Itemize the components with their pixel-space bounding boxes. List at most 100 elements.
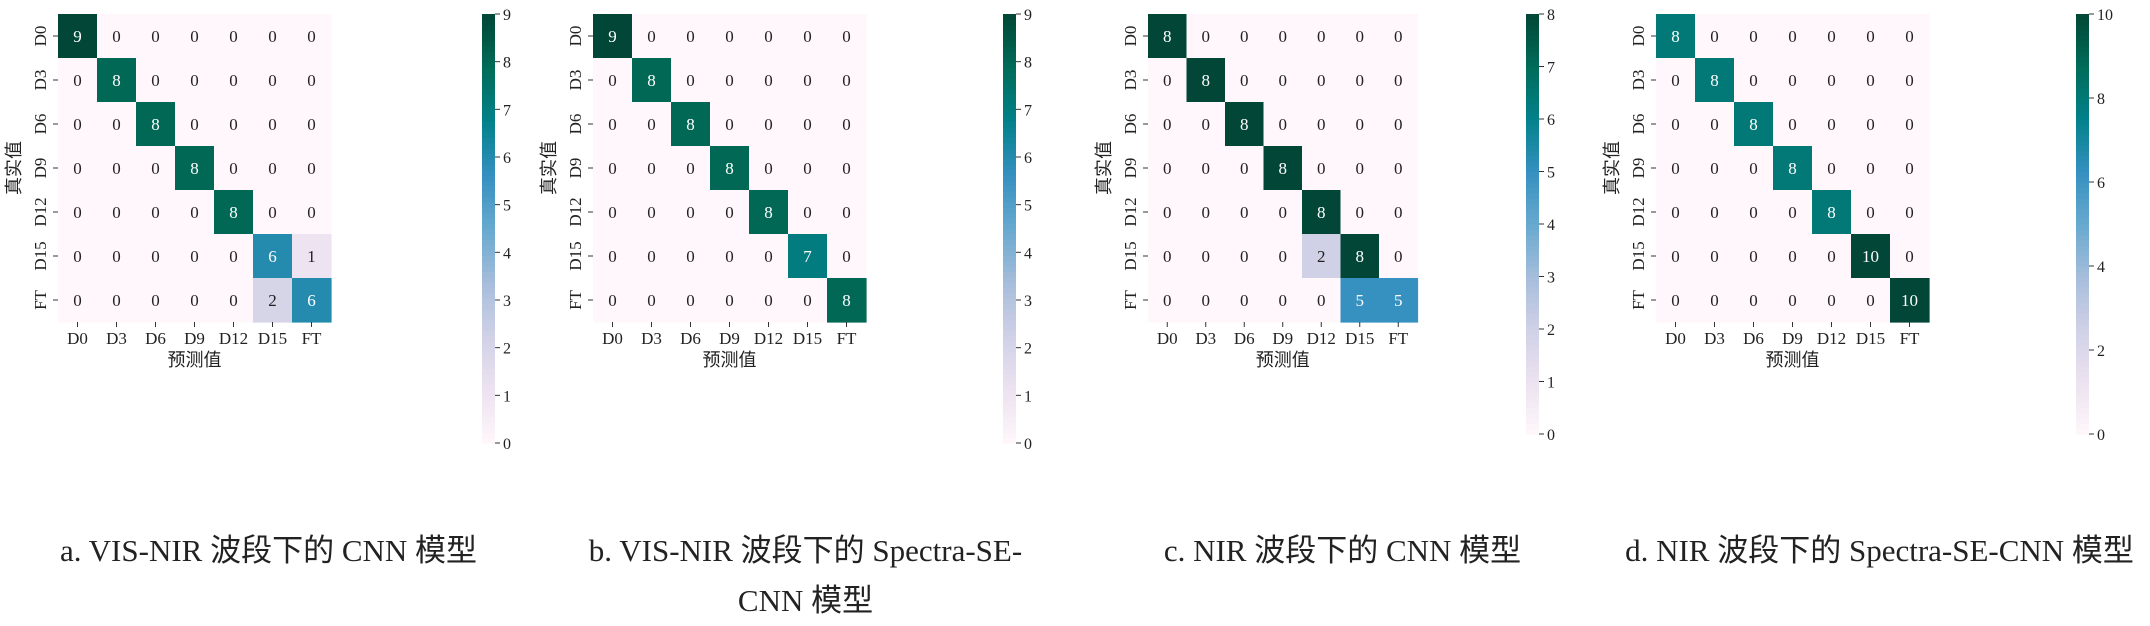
heatmap-cell <box>788 278 828 323</box>
cell-value-label: 0 <box>725 27 734 46</box>
colorbar-segment <box>1003 287 1016 294</box>
panel-caption: b. VIS-NIR 波段下的 Spectra-SE- CNN 模型 <box>537 526 1074 626</box>
colorbar-segment <box>1003 217 1016 224</box>
y-tick-label: D6 <box>1121 114 1140 135</box>
colorbar-segment <box>1526 197 1539 204</box>
cell-value-label: 8 <box>151 115 160 134</box>
y-tick-label: D12 <box>1629 197 1648 226</box>
heatmap-cell <box>1851 234 1891 279</box>
heatmap-cell <box>1263 14 1303 59</box>
heatmap-cell <box>136 278 176 323</box>
colorbar-tick-label: 8 <box>1547 7 1555 24</box>
colorbar-segment <box>1003 105 1016 112</box>
heatmap-cell <box>1656 190 1696 235</box>
heatmap-cell <box>1186 190 1226 235</box>
cell-value-label: 0 <box>268 115 277 134</box>
colorbar-segment <box>482 51 495 58</box>
colorbar-segment <box>2076 386 2089 393</box>
heatmap-cell <box>58 146 98 191</box>
colorbar-segment <box>1003 233 1016 240</box>
colorbar-tick-label: 2 <box>1547 322 1555 339</box>
colorbar-tick-label: 0 <box>2097 427 2105 444</box>
colorbar-segment <box>482 378 495 385</box>
heatmap-cell <box>58 102 98 147</box>
colorbar-tick-label: 3 <box>1024 293 1032 310</box>
heatmap-cell <box>1379 14 1419 59</box>
colorbar-segment <box>1526 371 1539 377</box>
colorbar-segment <box>482 201 495 208</box>
colorbar-segment <box>1526 386 1539 393</box>
colorbar-segment <box>1526 281 1539 288</box>
colorbar-segment <box>1003 158 1016 165</box>
colorbar-segment <box>2076 77 2089 83</box>
x-tick-label: D0 <box>67 329 88 348</box>
cell-value-label: 0 <box>608 71 617 90</box>
heatmap-cell <box>1773 102 1813 147</box>
heatmap-cell <box>671 278 711 323</box>
colorbar-segment <box>482 325 495 331</box>
heatmap-cell <box>1263 190 1303 235</box>
y-tick-label: D0 <box>1121 26 1140 47</box>
colorbar-segment <box>1526 145 1539 152</box>
heatmap-cell <box>97 146 137 191</box>
heatmap-cell <box>58 278 98 323</box>
colorbar-segment <box>482 35 495 42</box>
colorbar-segment <box>1526 365 1539 372</box>
heatmap-cell <box>1302 102 1342 147</box>
colorbar-segment <box>2076 113 2089 120</box>
colorbar-segment <box>2076 308 2089 314</box>
colorbar-segment <box>1003 362 1016 369</box>
cell-value-label: 0 <box>1279 115 1288 134</box>
cell-value-label: 0 <box>764 71 773 90</box>
y-tick-label: D3 <box>1121 70 1140 91</box>
x-tick-label: D0 <box>602 329 623 348</box>
cell-value-label: 0 <box>73 247 82 266</box>
colorbar-segment <box>1526 402 1539 409</box>
y-axis-label: 真实值 <box>1602 141 1623 195</box>
y-tick-label: D12 <box>1121 197 1140 226</box>
colorbar-segment <box>482 196 495 203</box>
colorbar-segment <box>1003 330 1016 337</box>
cell-value-label: 0 <box>647 291 656 310</box>
heatmap-cell <box>292 234 332 279</box>
heatmap-cell <box>214 58 254 103</box>
colorbar-segment <box>1003 14 1016 20</box>
cell-value-label: 0 <box>1749 27 1758 46</box>
x-tick-label: D12 <box>754 329 783 348</box>
colorbar-segment <box>2076 365 2089 372</box>
cell-value-label: 8 <box>1240 115 1249 134</box>
heatmap-cell <box>710 278 750 323</box>
colorbar-segment <box>2076 397 2089 404</box>
heatmap-cell <box>214 102 254 147</box>
heatmap-cell <box>1186 14 1226 59</box>
heatmap-cell <box>175 58 215 103</box>
x-tick-label: D15 <box>258 329 287 348</box>
cell-value-label: 8 <box>112 71 121 90</box>
x-tick-label: D3 <box>641 329 662 348</box>
colorbar-segment <box>1526 192 1539 199</box>
y-tick-label: D0 <box>566 26 585 47</box>
cell-value-label: 0 <box>1827 71 1836 90</box>
colorbar-tick-label: 8 <box>2097 91 2105 108</box>
colorbar-segment <box>1003 394 1016 401</box>
colorbar-segment <box>2076 155 2089 162</box>
colorbar-segment <box>2076 161 2089 167</box>
colorbar-segment <box>2076 423 2089 430</box>
heatmap-cell <box>58 14 98 59</box>
colorbar-segment <box>482 94 495 101</box>
x-axis-label: 预测值 <box>1256 350 1310 371</box>
cell-value-label: 0 <box>112 27 121 46</box>
cell-value-label: 6 <box>268 247 277 266</box>
cell-value-label: 8 <box>647 71 656 90</box>
heatmap-cell <box>1695 14 1735 59</box>
colorbar-segment <box>1003 421 1016 428</box>
colorbar-segment <box>482 24 495 31</box>
cell-value-label: 0 <box>190 291 199 310</box>
colorbar-segment <box>1526 56 1539 62</box>
colorbar-segment <box>1526 392 1539 398</box>
heatmap-cell <box>788 102 828 147</box>
colorbar-segment <box>2076 250 2089 257</box>
colorbar-segment <box>482 190 495 197</box>
heatmap-svg: 8 0 0 0 0 0 0 0 8 0 0 0 0 0 0 0 8 0 0 0 0 0 0 0 8 0 0 0 0 0 0 0 8 0 0 0 0 0 0 2… <box>1094 7 1555 444</box>
colorbar-segment <box>2076 56 2089 62</box>
